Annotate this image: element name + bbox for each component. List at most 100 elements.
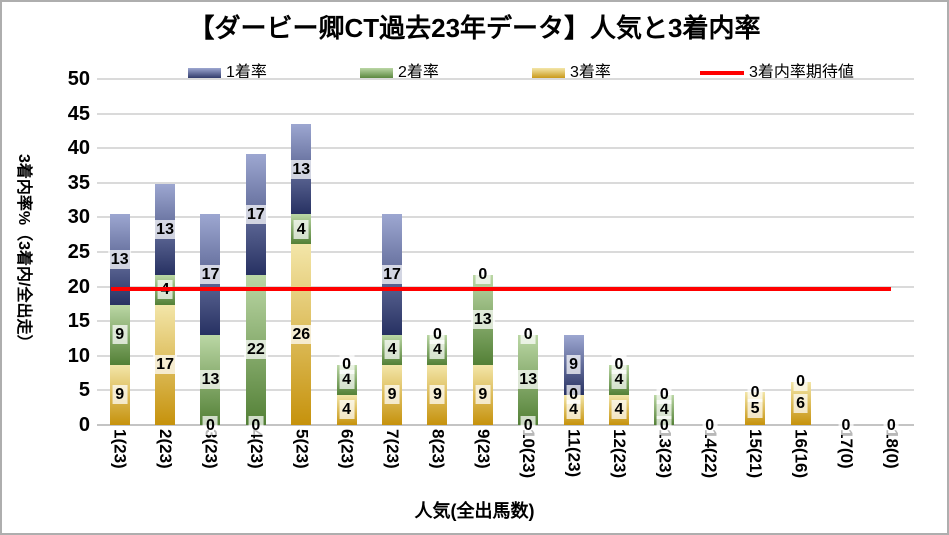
y-tick-label: 45 [67,102,90,125]
bar-data-label: 9 [566,355,582,375]
legend-swatch-2nd-icon [360,67,393,79]
x-tick-label: 1(23) [110,429,130,469]
bar-data-label: 9 [112,325,128,345]
bar-data-label: 5 [747,399,763,419]
legend-label-2nd: 2着率 [398,64,439,81]
bar-data-label: 0 [838,415,854,435]
bar-data-label: 17 [243,204,268,224]
bar-data-label: 9 [112,385,128,405]
bar-data-label: 0 [702,415,718,435]
bar-data-label: 9 [429,385,445,405]
bar-data-label: 9 [384,385,400,405]
legend-expected-line-icon [700,71,744,75]
y-tick-label: 40 [67,137,90,160]
gridline [97,320,914,323]
x-tick-label: 9(23) [473,429,493,469]
legend-item-1st: 1着率 [188,62,267,84]
x-tick-label: 17(0) [836,429,856,469]
bar-data-label: 0 [248,415,264,435]
x-tick-label: 16(16) [791,429,811,479]
x-tick-label: 5(23) [292,429,312,469]
x-tick-label: 15(21) [746,429,766,479]
bar-data-label: 4 [384,340,400,360]
bar-data-label: 26 [289,325,314,345]
y-tick-label: 5 [78,379,90,402]
bar-data-label: 0 [611,355,627,375]
x-tick-label: 13(23) [655,429,675,479]
plot-area: 9913174130131702217264134409417940913001… [97,78,914,435]
bar-data-label: 0 [793,372,808,392]
x-tick-label: 12(23) [609,429,629,479]
bar-data-label: 13 [198,370,223,390]
bar-data-label: 0 [566,385,582,405]
x-tick-label: 11(23) [564,429,584,478]
y-tick-label: 25 [67,241,90,263]
y-tick-label: 50 [67,68,90,90]
bar-data-label: 13 [153,219,177,239]
bar-data-label: 4 [339,370,355,390]
bar-data-label: 17 [153,355,177,375]
gridline [97,354,914,357]
bar-data-label: 4 [611,400,627,420]
x-axis-baseline [97,424,914,426]
gridline [97,251,914,253]
x-tick-label: 6(23) [337,429,357,469]
x-tick-label: 2(23) [156,429,176,469]
bar-data-label: 0 [339,355,355,375]
x-tick-label: 3(23) [201,429,221,469]
bar-data-label: 9 [475,385,491,405]
bar-data-label: 13 [107,249,132,269]
bar-data-label: 0 [475,265,491,285]
gridline [97,181,914,184]
bar-data-label: 4 [611,370,627,390]
y-tick-label: 20 [67,275,90,298]
y-tick-label: 15 [67,310,90,333]
bar-data-label: 17 [380,265,404,285]
bar-data-label: 4 [429,340,445,360]
legend-swatch-1st-icon [188,67,221,79]
bar-data-label: 4 [293,219,309,239]
x-tick-label: 14(22) [700,429,720,479]
legend-item-expected: 3着内率期待値 [700,62,854,84]
gridline [97,147,914,150]
bar-data-label: 4 [566,400,582,420]
x-tick-label: 7(23) [383,429,403,469]
legend-item-2nd: 2着率 [360,62,439,84]
legend-swatch-3rd-icon [532,67,565,79]
bar-data-label: 13 [516,370,541,390]
bar-data-label: 0 [520,325,536,345]
legend-label-expected: 3着内率期待値 [749,64,854,81]
bar-data-label: 0 [747,382,763,402]
bar-data-label: 0 [656,385,672,405]
x-tick-label: 4(23) [246,429,266,469]
expected-value-line [110,287,892,292]
bar-data-label: 0 [520,415,536,435]
bar-data-label: 4 [339,400,355,420]
bar-data-label: 4 [656,400,672,420]
gridline [97,112,914,115]
y-tick-label: 10 [67,344,90,367]
legend-item-3rd: 3着率 [532,62,611,84]
x-tick-label: 8(23) [428,429,448,469]
bar-data-label: 0 [656,415,672,435]
legend-label-1st: 1着率 [226,64,267,81]
gridline [97,389,914,392]
gridline [97,216,914,219]
legend-label-3rd: 3着率 [570,64,611,81]
bar-data-label: 0 [429,325,445,345]
bar-data-label: 17 [198,265,223,285]
x-tick-label: 10(23) [519,429,539,479]
bar-data-label: 0 [883,415,899,435]
bar-data-label: 13 [470,310,495,330]
y-tick-label: 30 [67,206,90,229]
gridline [97,78,914,80]
chart-title: 【ダービー卿CT過去23年データ】人気と3着内率 [188,13,761,43]
gridline [97,285,914,288]
bar-data-label: 6 [793,393,808,413]
x-tick-label: 18(0) [882,429,902,469]
x-axis-title: 人気(全出馬数) [414,501,535,521]
y-axis-title: 3着内率%（3着内/全出走） [15,153,32,351]
y-tick-label: 35 [67,171,90,194]
y-tick-label: 0 [78,414,90,436]
